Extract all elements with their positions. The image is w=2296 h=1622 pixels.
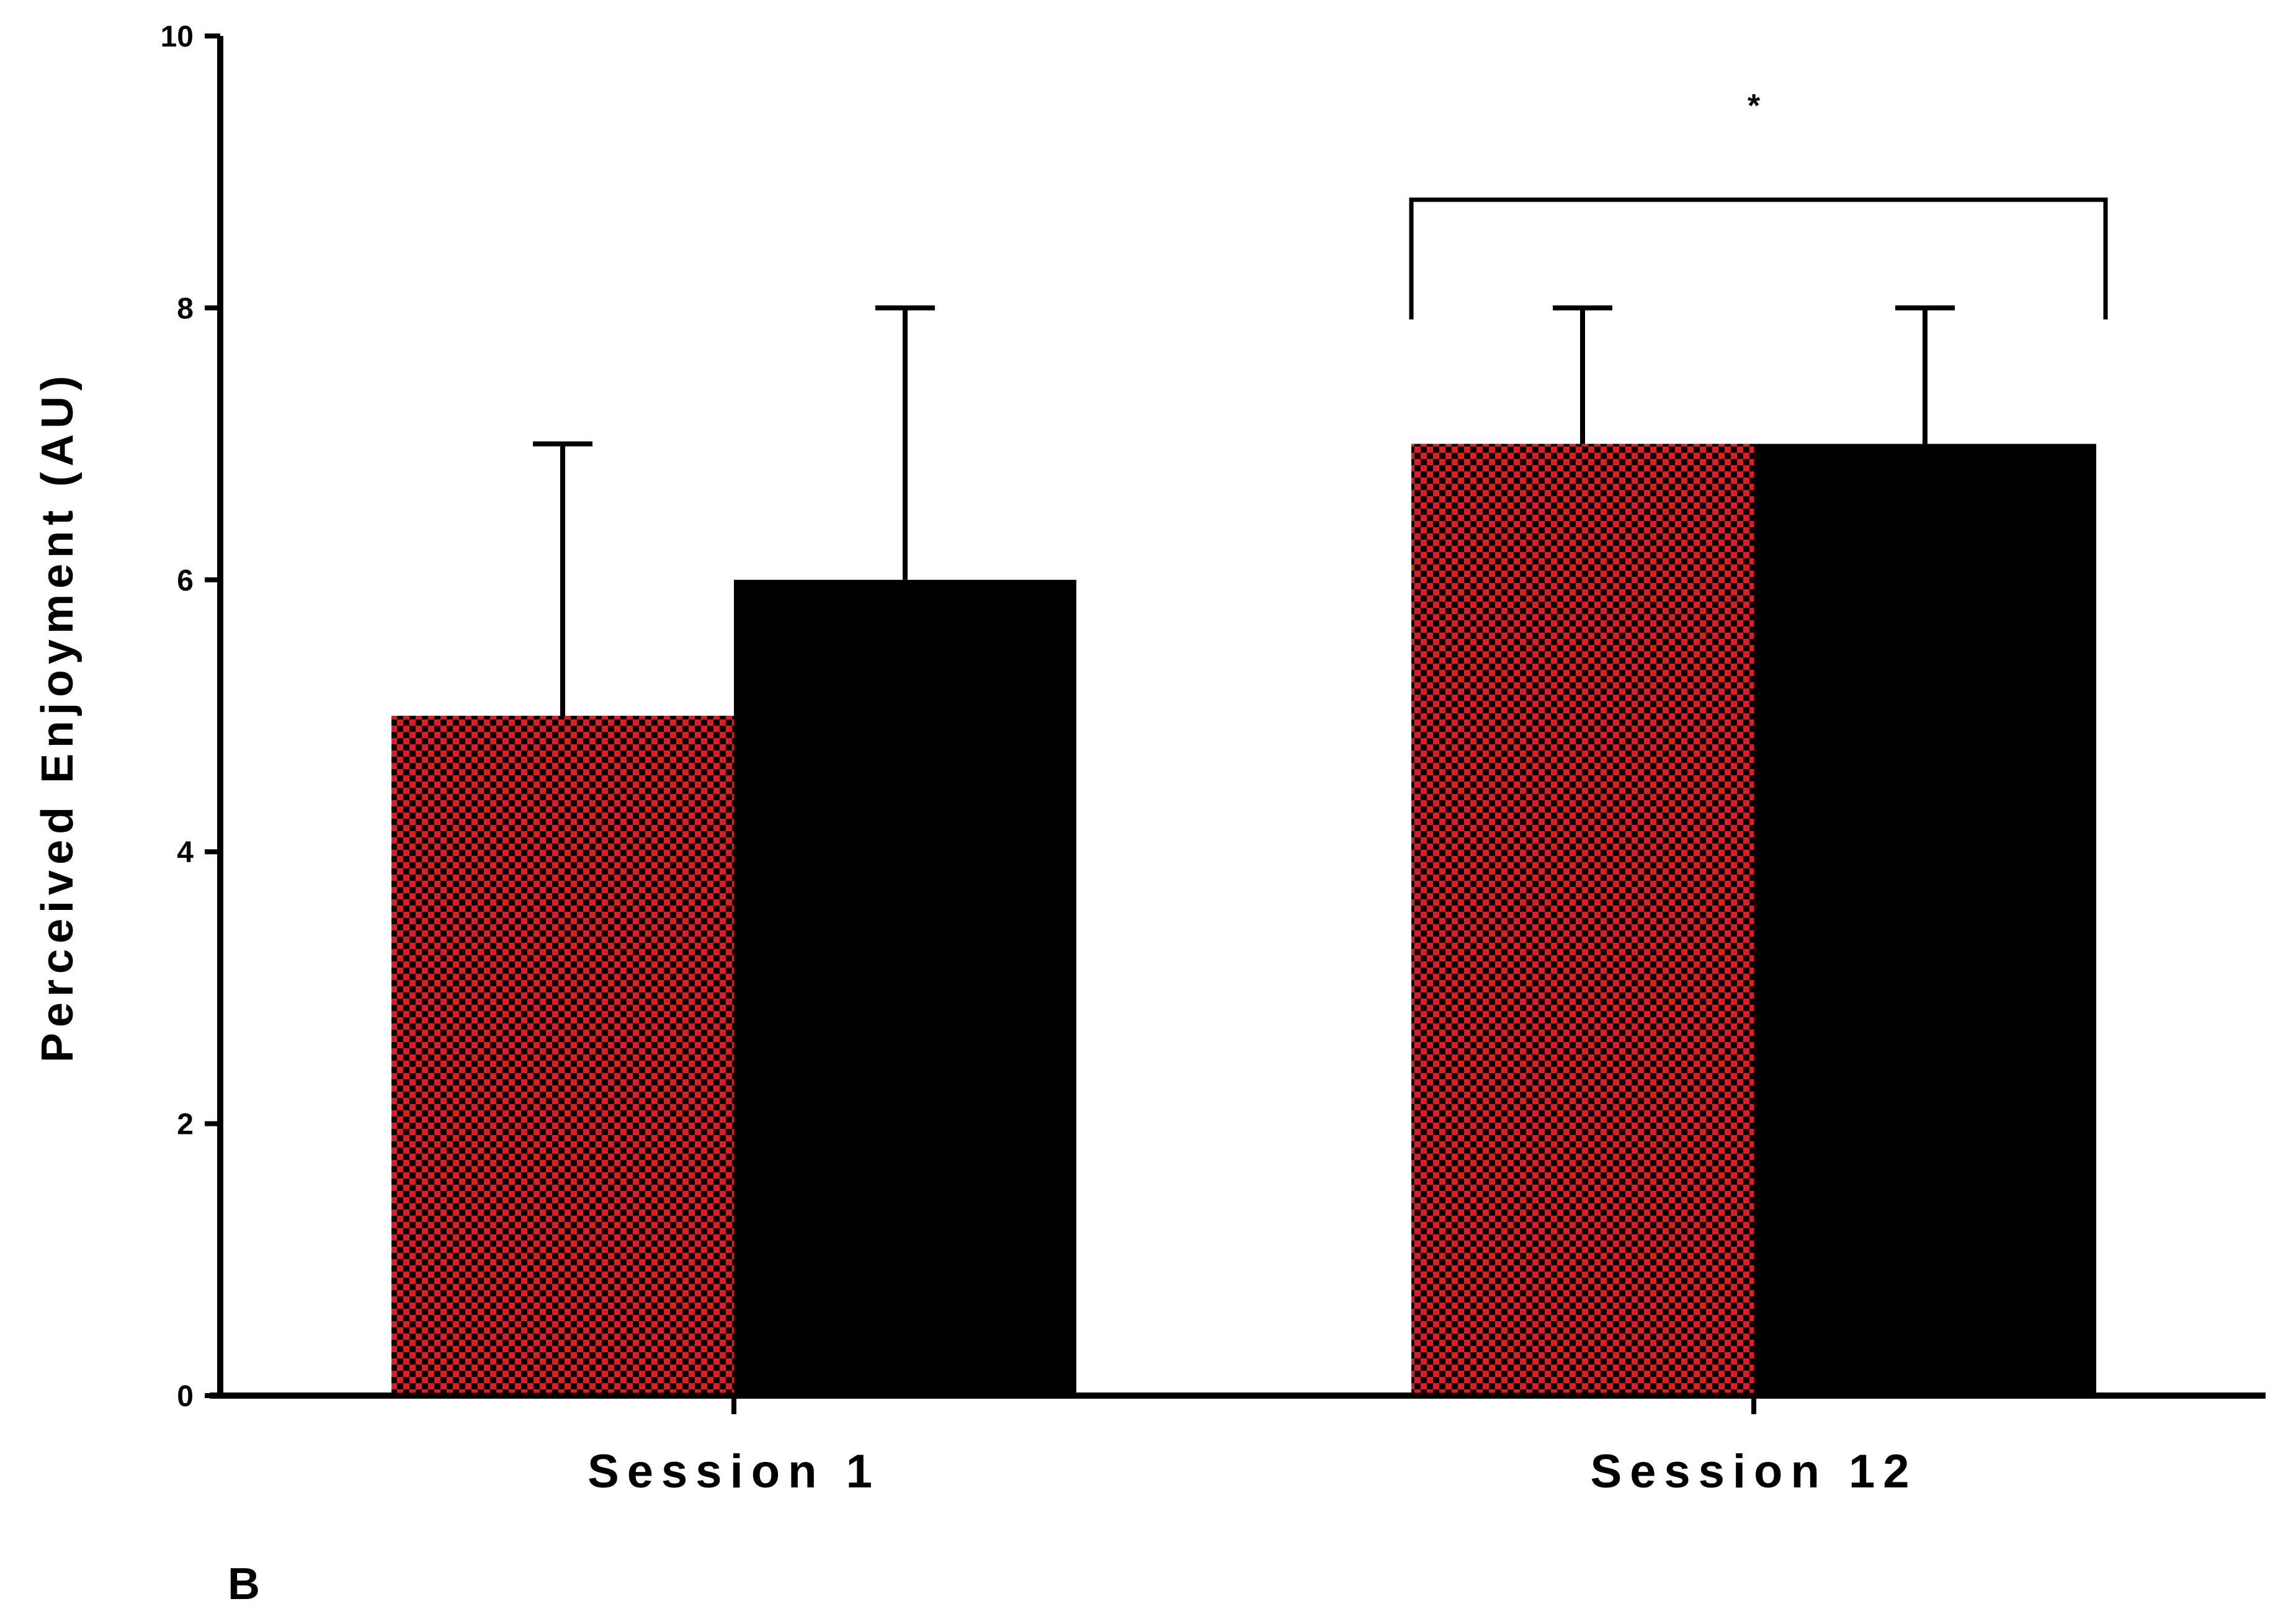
y-tick-label-8: 8: [177, 292, 194, 325]
y-tick-label-10: 10: [161, 20, 194, 53]
x-ticks: Session 1 Session 12: [587, 1396, 1917, 1498]
bar-2-session-1: [734, 579, 1076, 1396]
x-tick-label-session-1: Session 1: [587, 1445, 880, 1498]
significance-bracket: *: [1409, 88, 2108, 319]
y-axis-title: Perceived Enjoyment (AU): [33, 370, 83, 1063]
panel-label: B: [228, 1559, 260, 1609]
bar-1-session-12: [1411, 443, 1754, 1396]
significance-bracket-line: [1409, 197, 2108, 319]
significance-marker: *: [1748, 88, 1761, 124]
y-tick-label-6: 6: [177, 564, 194, 597]
bar-1-session-1: [391, 716, 734, 1396]
bars-layer: [391, 443, 2096, 1396]
y-tick-label-0: 0: [177, 1380, 194, 1413]
y-tick-label-2: 2: [177, 1108, 194, 1141]
error-bars-layer: [533, 305, 1955, 716]
y-tick-label-4: 4: [177, 836, 194, 869]
bar-2-session-12: [1754, 443, 2096, 1396]
x-tick-label-session-12: Session 12: [1590, 1445, 1917, 1498]
y-ticks: 0 2 4 6 8 10: [161, 20, 220, 1413]
